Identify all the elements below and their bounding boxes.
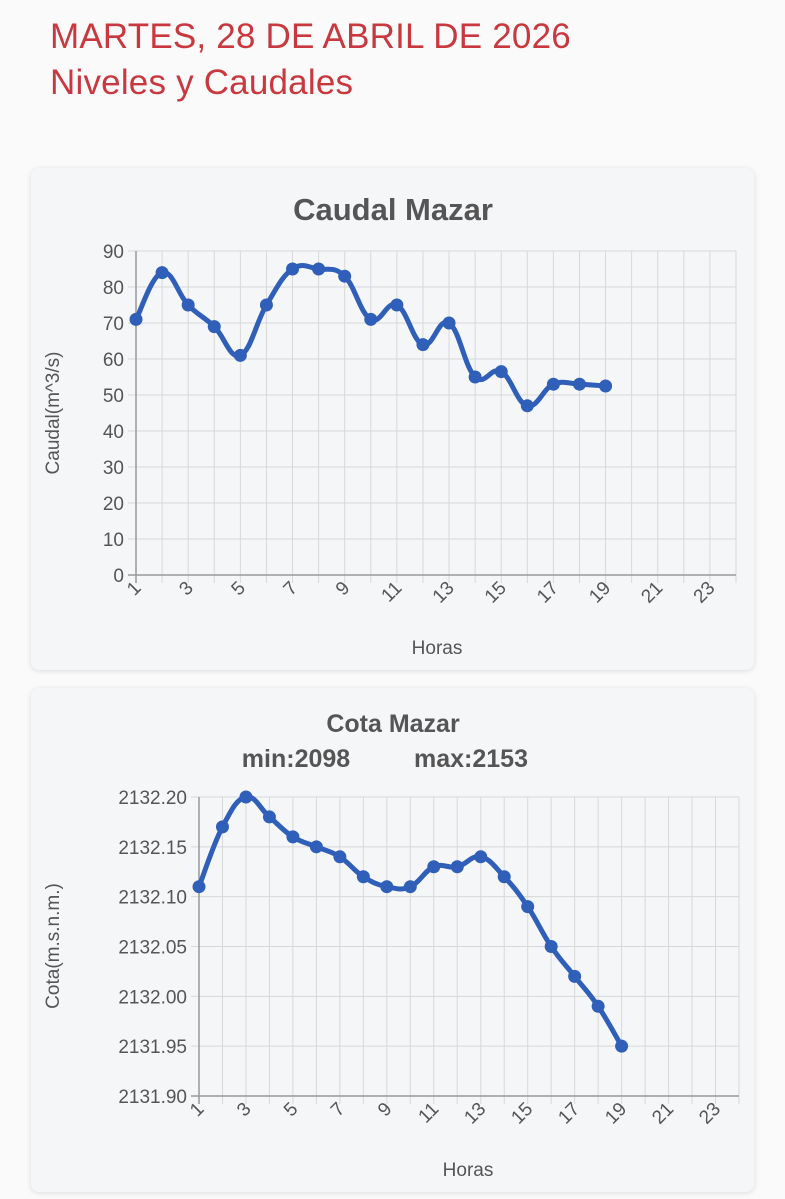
- y-tick-label: 2132.10: [118, 888, 187, 909]
- y-axis-label: Cota(m.s.n.m.): [43, 883, 64, 1009]
- chart-title: Caudal Mazar: [293, 192, 493, 227]
- y-tick-label: 30: [103, 458, 124, 479]
- x-tick-label: 13: [460, 1099, 490, 1129]
- data-point[interactable]: [364, 312, 378, 326]
- y-tick-label: 2131.95: [118, 1037, 187, 1058]
- data-point[interactable]: [286, 262, 300, 276]
- y-tick-label: 90: [103, 242, 124, 263]
- caudal-chart-card: Caudal Mazar 0 10 20 30 40 50 60 70 80 90 1 3 5 7 9 11…: [31, 168, 754, 670]
- x-tick-label: 21: [637, 578, 667, 608]
- x-tick-label: 9: [374, 1099, 396, 1121]
- x-tick-label: 7: [327, 1099, 349, 1121]
- x-tick-label: 1: [123, 578, 145, 600]
- x-tick-label: 7: [280, 578, 302, 600]
- x-tick-label: 1: [186, 1099, 208, 1121]
- chart-subtitle-max: max:2153: [414, 745, 528, 773]
- chart-subtitle-min: min:2098: [242, 745, 350, 773]
- x-tick-label: 17: [554, 1099, 584, 1129]
- y-tick-label: 2131.90: [118, 1087, 187, 1108]
- x-tick-label: 17: [533, 578, 563, 608]
- data-point[interactable]: [239, 790, 253, 804]
- data-point[interactable]: [338, 269, 352, 283]
- data-point[interactable]: [521, 900, 535, 914]
- data-point[interactable]: [390, 298, 404, 312]
- y-tick-label: 50: [103, 386, 124, 407]
- data-point[interactable]: [568, 969, 582, 983]
- y-tick-label: 80: [103, 278, 124, 299]
- data-point[interactable]: [333, 850, 347, 864]
- x-axis-label: Horas: [412, 638, 463, 659]
- data-point[interactable]: [416, 338, 430, 352]
- data-point[interactable]: [181, 298, 195, 312]
- x-tick-label: 19: [601, 1099, 631, 1129]
- data-point[interactable]: [155, 266, 169, 280]
- data-point[interactable]: [312, 262, 326, 276]
- data-point[interactable]: [286, 830, 300, 844]
- x-tick-label: 3: [175, 578, 197, 600]
- data-point[interactable]: [403, 880, 417, 894]
- data-point[interactable]: [309, 840, 323, 854]
- data-point[interactable]: [474, 850, 488, 864]
- x-tick-label: 11: [415, 1099, 444, 1128]
- data-point[interactable]: [572, 377, 586, 391]
- data-point[interactable]: [233, 348, 247, 362]
- data-point[interactable]: [546, 377, 560, 391]
- x-tick-label: 3: [233, 1099, 255, 1121]
- page-title: MARTES, 28 DE ABRIL DE 2026 Niveles y Ca…: [50, 14, 571, 106]
- x-tick-label: 19: [585, 578, 615, 608]
- y-axis-label: Caudal(m^3/s): [43, 352, 64, 475]
- x-tick-label: 15: [507, 1099, 537, 1129]
- data-point[interactable]: [215, 820, 229, 834]
- x-tick-label: 23: [695, 1099, 725, 1129]
- data-point[interactable]: [450, 860, 464, 874]
- y-tick-label: 20: [103, 494, 124, 515]
- data-point[interactable]: [615, 1039, 629, 1053]
- data-point[interactable]: [129, 312, 143, 326]
- x-tick-label: 5: [280, 1099, 302, 1121]
- data-point[interactable]: [442, 316, 456, 330]
- x-axis-label: Horas: [443, 1160, 494, 1181]
- x-tick-label: 21: [648, 1099, 678, 1129]
- date-heading: MARTES, 28 DE ABRIL DE 2026: [50, 17, 571, 56]
- y-tick-label: 70: [103, 314, 124, 335]
- y-tick-label: 2132.15: [118, 838, 187, 859]
- y-tick-label: 10: [103, 530, 124, 551]
- data-point[interactable]: [380, 880, 394, 894]
- data-point[interactable]: [494, 365, 508, 379]
- cota-chart: Cota Mazar min:2098 max:2153 2131.902131…: [43, 710, 740, 1181]
- cota-chart-card: Cota Mazar min:2098 max:2153 2131.90 2131…: [31, 688, 754, 1192]
- data-point[interactable]: [599, 379, 613, 393]
- data-point[interactable]: [192, 880, 206, 894]
- data-point[interactable]: [259, 298, 273, 312]
- x-tick-label: 11: [378, 578, 407, 607]
- chart-title: Cota Mazar: [326, 710, 460, 738]
- data-point[interactable]: [427, 860, 441, 874]
- data-point[interactable]: [356, 870, 370, 884]
- data-point[interactable]: [468, 370, 482, 384]
- y-tick-label: 2132.00: [118, 987, 187, 1008]
- x-tick-label: 9: [332, 578, 354, 600]
- x-tick-label: 15: [481, 578, 511, 608]
- y-tick-label: 60: [103, 350, 124, 371]
- data-point[interactable]: [207, 320, 221, 334]
- data-point[interactable]: [262, 810, 276, 824]
- y-tick-label: 0: [113, 566, 124, 587]
- y-tick-label: 2132.20: [118, 788, 187, 809]
- x-tick-label: 13: [429, 578, 459, 608]
- data-point[interactable]: [591, 999, 605, 1013]
- page-subtitle: Niveles y Caudales: [50, 63, 354, 102]
- y-tick-label: 40: [103, 422, 124, 443]
- y-tick-label: 2132.05: [118, 938, 187, 959]
- data-point[interactable]: [520, 399, 534, 413]
- data-point[interactable]: [544, 940, 558, 953]
- x-tick-label: 23: [690, 578, 720, 608]
- x-tick-label: 5: [228, 578, 250, 600]
- data-point[interactable]: [497, 870, 511, 884]
